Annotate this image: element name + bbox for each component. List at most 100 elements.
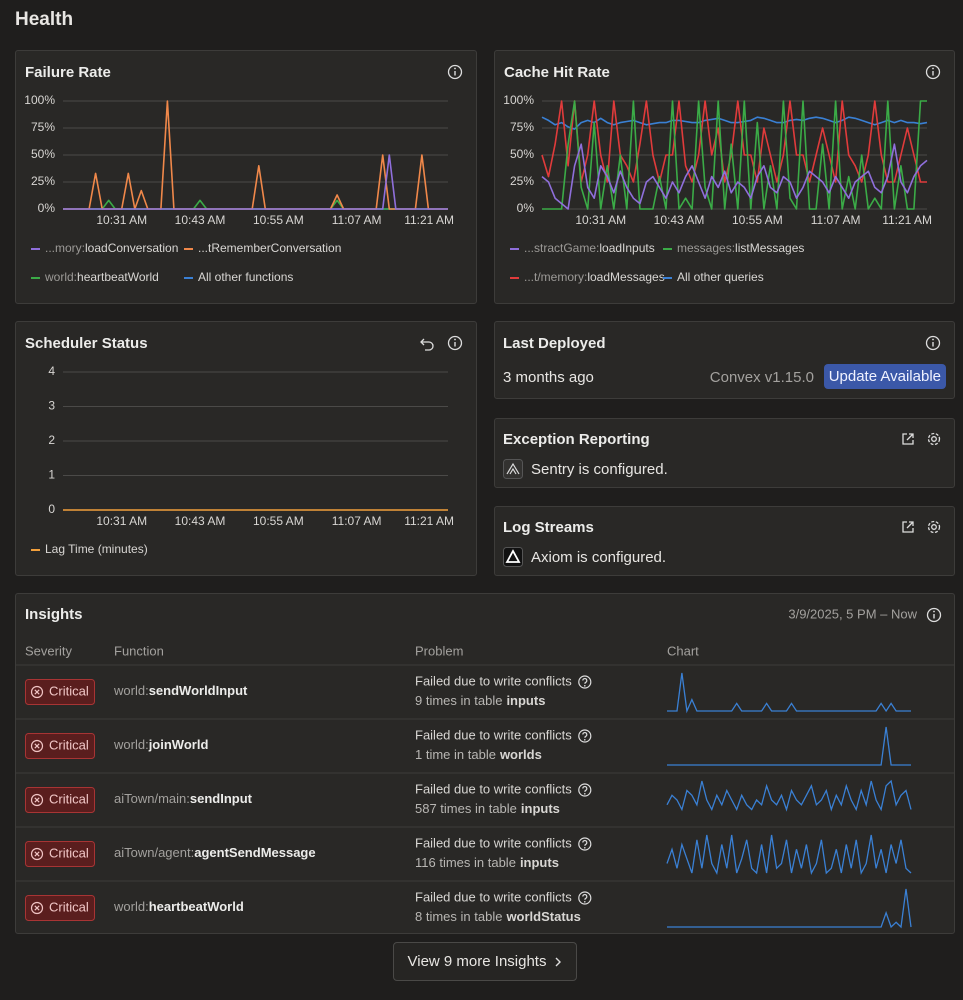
occurrence-count: 587 times in table (415, 801, 517, 816)
table-name: inputs (506, 693, 545, 708)
info-icon[interactable] (926, 607, 942, 623)
version: Convex v1.15.0 (709, 369, 814, 386)
severity-badge (25, 679, 95, 705)
panel-title: Log Streams (503, 519, 594, 536)
y-tick-label: 75% (31, 120, 55, 134)
name-main: heartbeatWorld (149, 899, 244, 914)
help-icon[interactable] (578, 783, 592, 797)
info-icon[interactable] (447, 64, 463, 80)
y-tick-label: 0 (48, 502, 55, 516)
severity-label: Critical (49, 845, 89, 860)
icon-dot (583, 847, 586, 849)
name-prefix: aiTown/agent: (114, 845, 194, 860)
status-text: Sentry is configured. (531, 461, 668, 478)
icon-circle (578, 891, 592, 905)
y-tick-label: 0% (38, 201, 56, 215)
occurrence-count: 9 times in table (415, 693, 502, 708)
info-icon[interactable] (925, 64, 941, 80)
legend-label: All other queries (677, 270, 764, 284)
x-tick-label: 11:21 AM (404, 514, 454, 528)
icon-circle (578, 783, 592, 797)
series-line (63, 199, 448, 210)
settings-icon[interactable] (926, 519, 942, 535)
y-tick-label: 100% (503, 93, 534, 107)
page-title: Health (15, 9, 74, 30)
x-tick-label: 10:55 AM (732, 213, 783, 227)
y-tick-label: 25% (31, 174, 55, 188)
sentry-icon (503, 459, 523, 479)
failure-rate-panel: Failure Rate 0% 25% 50% 75% 100% 10:31 AM 10:43… (15, 50, 477, 304)
panel-title: Insights (25, 606, 83, 623)
deployed-time: 3 months ago (503, 369, 594, 386)
x-tick-label: 10:31 AM (575, 213, 626, 227)
critical-icon (30, 685, 44, 699)
legend-label: ...t/memory:loadMessages (524, 270, 665, 284)
x-tick-label: 11:21 AM (882, 213, 932, 227)
help-icon[interactable] (578, 891, 592, 905)
icon-circle (30, 901, 44, 915)
chevron-icon (555, 957, 562, 966)
name-prefix: world: (44, 270, 77, 284)
name-main: sendWorldInput (149, 683, 248, 698)
info-icon[interactable] (925, 335, 941, 351)
icon-dot (583, 739, 586, 741)
y-tick-label: 1 (48, 468, 55, 482)
y-tick-label: 75% (510, 120, 534, 134)
legend-label: ...mory:loadConversation (45, 241, 178, 255)
y-tick-label: 3 (48, 399, 55, 413)
problem: Failed due to write conflicts (415, 781, 572, 796)
icon-mark (582, 839, 588, 847)
chart-title: Cache Hit Rate (504, 64, 610, 81)
button-label: View 9 more Insights (407, 953, 547, 970)
function-name: aiTown/agent:agentSendMessage (114, 845, 316, 860)
chart: Failure Rate 0% 25% 50% 75% 100% 10:31 AM 10:43… (24, 64, 463, 284)
reset-icon[interactable] (420, 338, 434, 351)
series-line (63, 154, 448, 210)
function-name: world:joinWorld (113, 737, 208, 752)
icon-circle (578, 675, 592, 689)
info-icon[interactable] (447, 335, 463, 351)
y-tick-label: 50% (31, 147, 55, 161)
critical-icon (30, 739, 44, 753)
settings-icon[interactable] (926, 431, 942, 447)
severity-badge (25, 733, 95, 759)
problem: Failed due to write conflicts (415, 673, 572, 688)
more-insights-button[interactable]: View 9 more Insights (393, 942, 577, 981)
insights-panel: Insights 3/9/2025, 5 PM – Now Severity Fu… (15, 593, 955, 934)
icon-dot (583, 793, 586, 795)
occurrences: 8 times in table worldStatus (415, 909, 581, 924)
icon-circle (30, 847, 44, 861)
occurrences: 9 times in table inputs (415, 693, 545, 708)
panel-title: Exception Reporting (503, 431, 650, 448)
x-tick-label: 10:43 AM (654, 213, 705, 227)
occurrence-count: 8 times in table (415, 909, 502, 924)
series-line (63, 100, 448, 210)
function-name: aiTown/main:sendInput (114, 791, 253, 806)
help-icon[interactable] (578, 675, 592, 689)
name-main: Lag Time (minutes) (45, 542, 148, 556)
severity-badge (25, 787, 95, 813)
help-icon[interactable] (578, 729, 592, 743)
y-tick-label: 2 (48, 433, 55, 447)
x-tick-label: 10:55 AM (253, 514, 304, 528)
name-main: loadInputs (599, 241, 654, 255)
chart: Cache Hit Rate 0% 25% 50% 75% 100% 10:31 AM 10:… (503, 64, 941, 284)
table-name: worlds (499, 747, 542, 762)
date-range: 3/9/2025, 5 PM – Now (788, 606, 917, 621)
chart-title: Scheduler Status (25, 335, 148, 352)
external-link-icon[interactable] (900, 431, 916, 447)
help-icon[interactable] (578, 837, 592, 851)
icon-dot (583, 685, 586, 687)
external-link-icon[interactable] (900, 519, 916, 535)
update-button[interactable]: Update Available (823, 364, 946, 389)
icon-circle (30, 793, 44, 807)
column-header: Chart (667, 643, 699, 658)
axiom-icon (503, 547, 523, 567)
icon-circle (30, 685, 44, 699)
occurrence-count: 1 time in table (415, 747, 496, 762)
function-name: world:sendWorldInput (113, 683, 248, 698)
insights-table: Insights 3/9/2025, 5 PM – Now Severity Fu… (16, 606, 954, 929)
icon-mark (582, 731, 588, 739)
column-header: Severity (25, 643, 72, 658)
